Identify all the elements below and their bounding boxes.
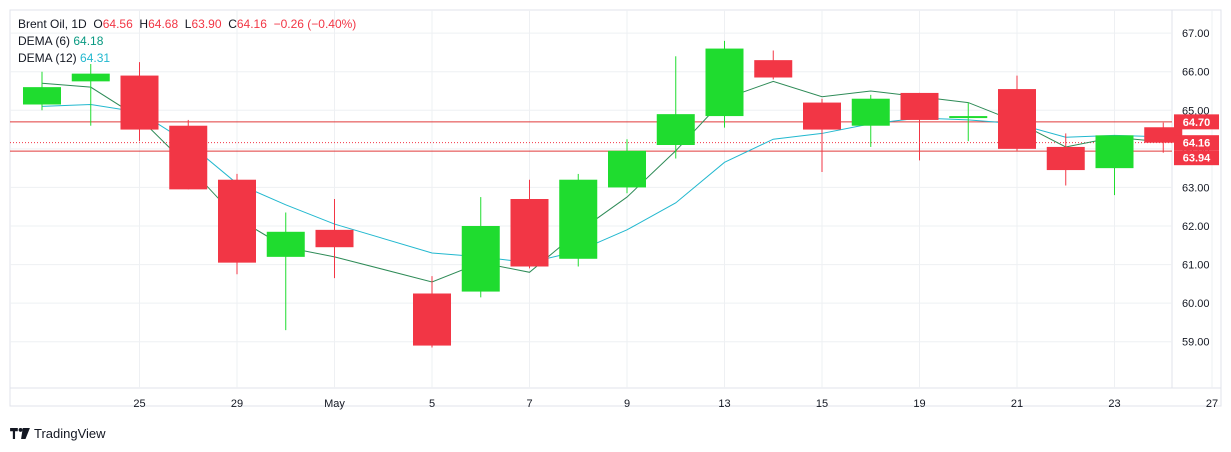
dema6-line <box>41 80 1164 283</box>
price-label: 63.94 <box>1183 153 1211 165</box>
price-label-bg <box>1174 150 1219 166</box>
candle-body-down <box>1144 127 1183 143</box>
candle-body-up <box>705 48 744 117</box>
y-tick-label: 61.00 <box>1182 260 1210 272</box>
dema12-label: DEMA (12) <box>18 51 77 65</box>
x-tick-label: 15 <box>816 398 828 410</box>
candle-body-up <box>608 150 646 188</box>
x-tick-label: 29 <box>231 398 243 410</box>
price-label: 64.70 <box>1183 117 1211 129</box>
dema6-legend-row[interactable]: DEMA (6) 64.18 <box>18 33 356 50</box>
y-tick-label: 59.00 <box>1182 337 1210 349</box>
candle-body-down <box>510 199 549 267</box>
x-tick-label: May <box>324 398 345 410</box>
y-tick-label: 67.00 <box>1182 28 1210 40</box>
candle-body-down <box>218 179 256 263</box>
dema6-value: 64.18 <box>73 34 104 48</box>
y-tick-label: 63.00 <box>1182 182 1210 194</box>
candle-body-down <box>120 75 159 130</box>
price-label-bg <box>1174 135 1219 151</box>
dema6-label: DEMA (6) <box>18 34 71 48</box>
close-value: 64.16 <box>236 17 267 31</box>
x-tick-label: 13 <box>718 398 730 410</box>
candle-body-up <box>461 226 500 292</box>
interval-label[interactable]: 1D <box>71 17 87 31</box>
high-label: H <box>139 17 149 31</box>
close-label: C <box>228 17 237 31</box>
low-label: L <box>184 17 192 31</box>
candle-body-up <box>559 179 598 259</box>
y-tick-label: 60.00 <box>1182 298 1210 310</box>
candle-body-down <box>754 60 793 78</box>
open-label: O <box>93 17 103 31</box>
high-value: 64.68 <box>148 17 179 31</box>
change-value: −0.26 (−0.40%) <box>273 17 357 31</box>
symbol-name[interactable]: Brent Oil <box>18 17 65 31</box>
legend-separator: , <box>64 17 72 31</box>
candle-body-up <box>656 114 695 145</box>
candle-body-down <box>1046 146 1085 171</box>
x-tick-label: 27 <box>1206 398 1218 410</box>
open-value: 64.56 <box>102 17 133 31</box>
candle-body-up <box>23 87 61 105</box>
x-tick-label: 23 <box>1108 398 1120 410</box>
x-tick-label: 9 <box>624 398 630 410</box>
candle-body-up <box>71 73 110 82</box>
candle-body-down <box>998 89 1036 149</box>
dema12-legend-row[interactable]: DEMA (12) 64.31 <box>18 50 356 67</box>
price-label: 64.16 <box>1183 138 1211 150</box>
low-value: 63.90 <box>191 17 222 31</box>
chart-legend: Brent Oil, 1D O64.56 H64.68 L63.90 C64.1… <box>18 16 356 67</box>
candle-body-down <box>413 293 451 346</box>
candle-body-down <box>900 92 939 120</box>
y-tick-label: 66.00 <box>1182 67 1210 79</box>
chart-border <box>9 9 1222 407</box>
price-label-bg <box>1174 114 1219 130</box>
candle-body-up <box>851 98 890 126</box>
dema12-value: 64.31 <box>80 51 111 65</box>
candle-body-up <box>1095 135 1134 169</box>
x-tick-label: 25 <box>133 398 145 410</box>
candle-body-up <box>949 116 988 119</box>
tradingview-branding[interactable]: TradingView <box>10 426 106 441</box>
branding-label: TradingView <box>34 426 106 441</box>
tradingview-logo-icon <box>10 428 30 439</box>
y-tick-label: 62.00 <box>1182 221 1210 233</box>
candle-body-down <box>803 102 841 130</box>
candle-body-up <box>266 231 305 257</box>
x-tick-label: 7 <box>526 398 532 410</box>
x-tick-label: 21 <box>1011 398 1023 410</box>
x-tick-label: 19 <box>913 398 925 410</box>
x-tick-label: 5 <box>429 398 435 410</box>
candle-body-down <box>315 229 354 248</box>
y-tick-label: 65.00 <box>1182 105 1210 117</box>
candle-body-down <box>169 125 208 190</box>
dema12-line <box>41 103 1164 264</box>
ohlc-legend-row: Brent Oil, 1D O64.56 H64.68 L63.90 C64.1… <box>18 16 356 33</box>
